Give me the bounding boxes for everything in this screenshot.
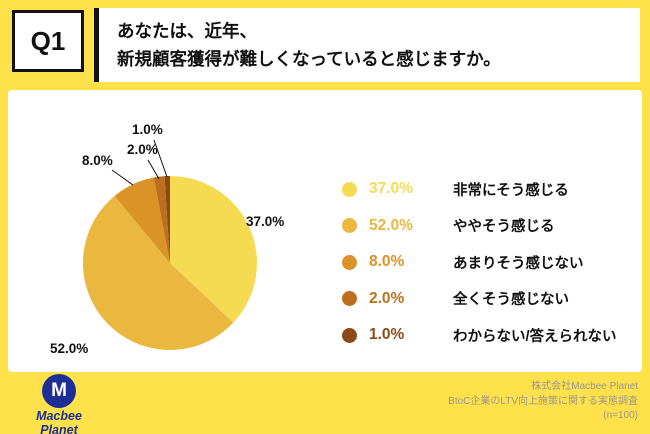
pie-label-2: 2.0% bbox=[127, 142, 158, 157]
legend-label: 非常にそう感じる bbox=[453, 182, 569, 199]
legend-color-dot bbox=[342, 291, 357, 307]
legend-item: 8.0% あまりそう感じない bbox=[342, 244, 617, 281]
legend-item: 1.0% わからない/答えられない bbox=[342, 317, 617, 354]
question-number-box: Q1 bbox=[12, 10, 84, 72]
pie-slice-5 bbox=[164, 176, 170, 263]
legend-label: 全くそう感じない bbox=[453, 292, 569, 309]
chart-card: 37.0% 52.0% 8.0% 2.0% 1.0% 37.0% 非常にそう感じ… bbox=[8, 90, 642, 372]
legend-label: わからない/答えられない bbox=[453, 328, 617, 345]
question-title-line2: 新規顧客獲得が難しくなっていると感じますか。 bbox=[117, 49, 501, 69]
legend-label: あまりそう感じない bbox=[453, 255, 584, 272]
legend-item: 52.0% ややそう感じる bbox=[342, 208, 617, 245]
company-logo: M Macbee Planet bbox=[30, 374, 88, 434]
pie-slice-2 bbox=[83, 195, 234, 350]
legend-percent: 8.0% bbox=[369, 253, 405, 271]
credit-company: 株式会社Macbee Planet bbox=[531, 381, 638, 392]
pie-label-37: 37.0% bbox=[246, 214, 285, 229]
logo-text: Macbee Planet bbox=[30, 409, 88, 434]
logo-text-line1: Macbee bbox=[36, 409, 82, 423]
pie-chart bbox=[83, 176, 258, 350]
legend-percent: 37.0% bbox=[369, 180, 413, 198]
logo-text-line2: Planet bbox=[40, 422, 78, 434]
pie-slice-4 bbox=[153, 176, 170, 263]
legend-color-dot bbox=[342, 254, 357, 270]
question-number: Q1 bbox=[30, 25, 66, 56]
pie-slice-3 bbox=[114, 177, 170, 263]
legend-color-dot bbox=[342, 327, 357, 343]
pie-slice-1 bbox=[170, 176, 258, 323]
question-title-box: あなたは、近年、 新規顧客獲得が難しくなっていると感じますか。 bbox=[94, 8, 640, 82]
legend-color-dot bbox=[342, 181, 357, 197]
legend-color-dot bbox=[342, 218, 357, 234]
legend: 37.0% 非常にそう感じる 52.0% ややそう感じる 8.0% あまりそう感… bbox=[342, 171, 617, 354]
pie-label-8: 8.0% bbox=[82, 153, 113, 168]
legend-item: 2.0% 全くそう感じない bbox=[342, 281, 617, 318]
legend-item: 37.0% 非常にそう感じる bbox=[342, 171, 617, 208]
credit-sample-size: (n=100) bbox=[603, 410, 638, 421]
legend-percent: 52.0% bbox=[369, 216, 413, 234]
credit-survey-name: BtoC企業のLTV向上施策に関する実態調査 bbox=[448, 395, 638, 407]
legend-percent: 2.0% bbox=[369, 289, 405, 307]
pie-label-52: 52.0% bbox=[50, 341, 89, 356]
question-title-line1: あなたは、近年、 bbox=[117, 21, 257, 41]
legend-percent: 1.0% bbox=[369, 326, 405, 344]
legend-label: ややそう感じる bbox=[453, 219, 555, 236]
pie-label-1: 1.0% bbox=[132, 122, 163, 137]
survey-credit: 株式会社Macbee Planet BtoC企業のLTV向上施策に関する実態調査… bbox=[448, 380, 638, 424]
logo-mark-icon: M bbox=[42, 374, 76, 408]
